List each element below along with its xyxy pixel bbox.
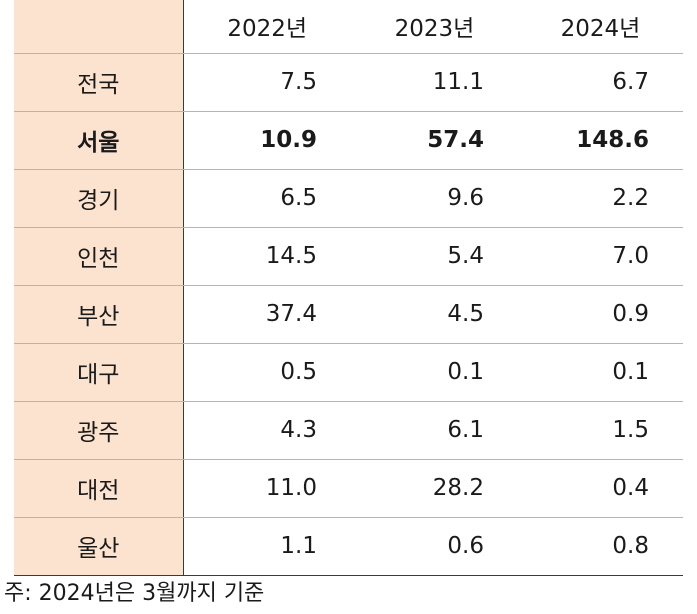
value-cell: 0.1 <box>351 343 518 402</box>
header-row: 2022년 2023년 2024년 <box>14 0 683 54</box>
value-cell: 11.0 <box>183 459 351 518</box>
table-row: 경기 6.5 9.6 2.2 <box>14 169 683 228</box>
value-cell: 4.5 <box>351 285 518 344</box>
value-cell: 0.8 <box>518 517 683 576</box>
value-cell: 7.0 <box>518 227 683 286</box>
value-cell: 0.4 <box>518 459 683 518</box>
table-row: 서울 10.9 57.4 148.6 <box>14 111 683 170</box>
value-cell: 10.9 <box>183 111 351 170</box>
value-cell: 2.2 <box>518 169 683 228</box>
data-table-container: 2022년 2023년 2024년 전국 7.5 11.1 6.7 서울 10.9 57.4… <box>14 0 683 576</box>
row-label: 전국 <box>14 53 184 112</box>
table-body: 전국 7.5 11.1 6.7 서울 10.9 57.4 148.6 경기 6.5 9.6 2.2 인천… <box>14 53 683 576</box>
value-cell: 1.5 <box>518 401 683 460</box>
table-row: 대전 11.0 28.2 0.4 <box>14 459 683 518</box>
value-cell: 0.6 <box>351 517 518 576</box>
row-label: 부산 <box>14 285 184 344</box>
row-label: 대전 <box>14 459 184 518</box>
value-cell: 6.5 <box>183 169 351 228</box>
header-corner-cell <box>14 0 184 54</box>
data-table: 2022년 2023년 2024년 전국 7.5 11.1 6.7 서울 10.9 57.4… <box>14 0 683 576</box>
value-cell: 6.7 <box>518 53 683 112</box>
row-label: 울산 <box>14 517 184 576</box>
value-cell: 1.1 <box>183 517 351 576</box>
value-cell: 4.3 <box>183 401 351 460</box>
row-label: 서울 <box>14 111 184 170</box>
table-row: 전국 7.5 11.1 6.7 <box>14 53 683 112</box>
value-cell: 6.1 <box>351 401 518 460</box>
table-row: 부산 37.4 4.5 0.9 <box>14 285 683 344</box>
value-cell: 57.4 <box>351 111 518 170</box>
value-cell: 7.5 <box>183 53 351 112</box>
footnote: 주: 2024년은 3월까지 기준 <box>4 581 265 606</box>
value-cell: 14.5 <box>183 227 351 286</box>
value-cell: 28.2 <box>351 459 518 518</box>
table-row: 광주 4.3 6.1 1.5 <box>14 401 683 460</box>
row-label: 광주 <box>14 401 184 460</box>
value-cell: 5.4 <box>351 227 518 286</box>
value-cell: 9.6 <box>351 169 518 228</box>
value-cell: 11.1 <box>351 53 518 112</box>
row-label: 대구 <box>14 343 184 402</box>
row-label: 인천 <box>14 227 184 286</box>
value-cell: 0.5 <box>183 343 351 402</box>
value-cell: 148.6 <box>518 111 683 170</box>
table-row: 대구 0.5 0.1 0.1 <box>14 343 683 402</box>
row-label: 경기 <box>14 169 184 228</box>
value-cell: 0.9 <box>518 285 683 344</box>
table-row: 인천 14.5 5.4 7.0 <box>14 227 683 286</box>
value-cell: 0.1 <box>518 343 683 402</box>
header-year-2024: 2024년 <box>518 0 683 54</box>
header-year-2022: 2022년 <box>183 0 351 54</box>
value-cell: 37.4 <box>183 285 351 344</box>
header-year-2023: 2023년 <box>351 0 518 54</box>
table-row: 울산 1.1 0.6 0.8 <box>14 517 683 576</box>
